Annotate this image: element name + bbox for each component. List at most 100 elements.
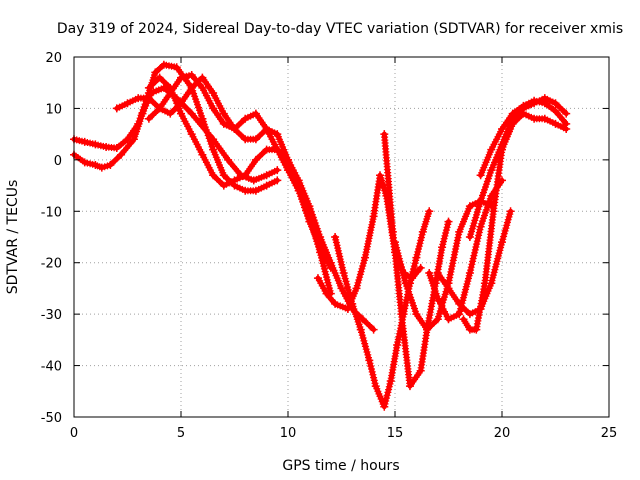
data-point [219, 119, 228, 128]
data-point [465, 202, 474, 211]
data-point [331, 299, 340, 308]
y-tick-label: -10 [41, 205, 62, 220]
series-track-13 [465, 94, 571, 241]
data-point [530, 96, 539, 105]
data-point [423, 325, 432, 334]
data-point [151, 68, 160, 77]
data-point [273, 166, 282, 175]
data-point [369, 325, 378, 334]
data-point [352, 284, 361, 293]
data-point [198, 73, 207, 82]
data-point [106, 161, 115, 169]
data-point [251, 135, 260, 144]
data-point [371, 382, 380, 391]
data-point [551, 119, 560, 128]
y-tick-label: -50 [41, 411, 62, 426]
data-point [177, 109, 185, 118]
data-point [123, 99, 132, 108]
data-point [91, 140, 100, 149]
series-track-5 [144, 73, 335, 272]
data-point [433, 294, 442, 303]
data-point [262, 181, 271, 190]
data-point [508, 109, 517, 118]
data-point [166, 109, 175, 118]
data-point [219, 109, 228, 118]
data-point [134, 94, 143, 103]
data-point [198, 150, 207, 159]
y-tick-label: -20 [41, 257, 62, 272]
data-point [262, 125, 271, 133]
data-point [209, 89, 218, 97]
data-point [241, 135, 250, 144]
data-point [209, 145, 218, 154]
data-point [476, 171, 485, 180]
data-point [418, 227, 427, 236]
y-tick-label: 0 [54, 154, 62, 169]
data-point [177, 73, 185, 82]
y-tick-label: 10 [45, 102, 62, 117]
data-point [487, 166, 496, 175]
data-point [241, 114, 250, 123]
data-point [155, 104, 164, 113]
data-point [376, 171, 385, 180]
data-point [519, 101, 528, 110]
data-point [416, 366, 425, 375]
series-track-14 [476, 96, 571, 180]
data-point [562, 119, 571, 128]
data-point [159, 60, 168, 69]
data-point [348, 299, 357, 308]
data-point [209, 171, 218, 180]
data-point [80, 137, 89, 146]
data-point [166, 83, 175, 92]
data-point [480, 279, 489, 288]
data-point [273, 176, 282, 185]
data-point [187, 109, 196, 118]
data-point [91, 161, 100, 169]
series-track-7 [331, 207, 434, 411]
data-point [412, 310, 421, 319]
data-point [187, 71, 196, 79]
data-point [339, 269, 348, 277]
data-point [241, 186, 250, 195]
data-point [455, 310, 464, 319]
x-tick-label: 20 [494, 426, 511, 441]
chart-title: Day 319 of 2024, Sidereal Day-to-day VTE… [57, 21, 623, 37]
series-layer [70, 60, 571, 411]
data-point [489, 207, 498, 216]
data-point [262, 145, 271, 154]
data-point [305, 217, 314, 226]
data-point [444, 284, 453, 293]
data-point [305, 202, 314, 211]
data-point [230, 125, 239, 133]
data-point [401, 279, 410, 288]
data-point [224, 155, 233, 164]
data-point [416, 263, 425, 272]
axis-ticks: 0 5 10 15 20 25 -50 -40 -30 -20 -10 0 10 20 [41, 51, 618, 441]
data-point [251, 186, 260, 195]
data-point [313, 274, 322, 283]
data-point [241, 171, 250, 180]
data-point [380, 130, 389, 139]
data-point [273, 130, 282, 139]
data-point [187, 130, 196, 139]
data-point [540, 114, 549, 123]
y-tick-label: -40 [41, 360, 62, 375]
data-point [498, 238, 506, 247]
data-point [412, 253, 421, 262]
x-tick-label: 25 [601, 426, 618, 441]
y-tick-label: 20 [45, 51, 62, 66]
data-point [438, 243, 447, 252]
data-point [144, 114, 153, 123]
data-point [455, 227, 464, 236]
data-point [209, 135, 218, 144]
data-point [322, 289, 331, 298]
x-tick-label: 10 [280, 426, 297, 441]
data-point [405, 382, 414, 391]
data-point [251, 109, 260, 118]
data-point [262, 171, 271, 180]
data-point [356, 325, 365, 334]
data-point [506, 207, 515, 216]
data-point [386, 377, 395, 385]
data-point [444, 315, 453, 324]
data-point [155, 73, 164, 82]
